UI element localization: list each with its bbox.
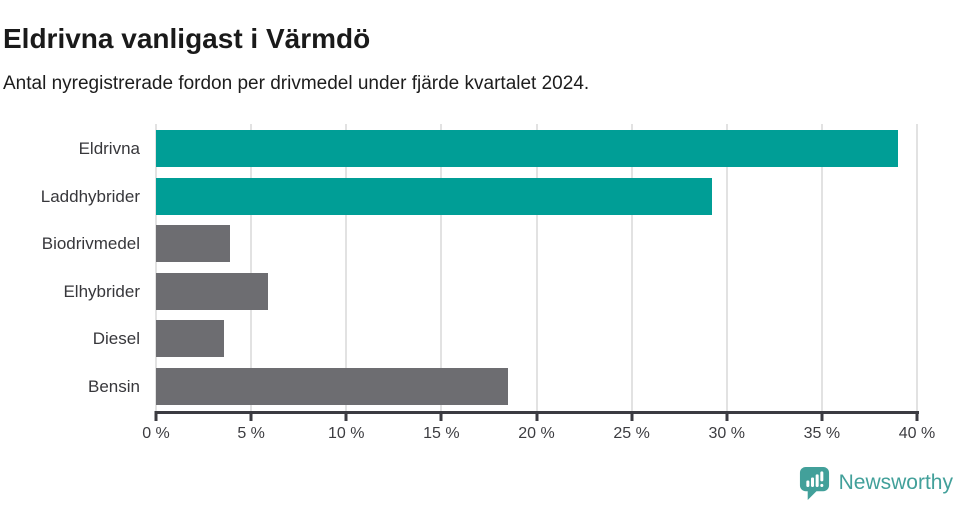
gridline-0 bbox=[155, 124, 157, 412]
tick-mark-5 bbox=[249, 411, 253, 421]
newsworthy-logo[interactable]: Newsworthy bbox=[798, 465, 953, 500]
plot-area bbox=[155, 124, 918, 412]
category-label-eldrivna: Eldrivna bbox=[78, 139, 140, 158]
bar-eldrivna bbox=[156, 130, 898, 167]
bar-bensin bbox=[156, 368, 508, 405]
category-label-biodrivmedel: Biodrivmedel bbox=[41, 234, 140, 254]
bar-biodrivmedel bbox=[156, 225, 231, 263]
tick-mark-0 bbox=[154, 411, 158, 421]
category-label-laddhybrider: Laddhybrider bbox=[40, 186, 140, 206]
gridline-40 bbox=[916, 124, 918, 412]
chart-subtitle: Antal nyregistrerade fordon per drivmede… bbox=[3, 73, 590, 94]
category-label-bensin: Bensin bbox=[88, 377, 140, 396]
gridline-25 bbox=[630, 124, 633, 412]
gridline-35 bbox=[820, 124, 823, 412]
bar-diesel bbox=[156, 320, 225, 358]
chart-title: Eldrivna vanligast i Värmdö bbox=[3, 22, 371, 54]
tick-mark-25 bbox=[630, 411, 634, 421]
tick-label-10: 10 % bbox=[328, 425, 365, 442]
gridline-5 bbox=[250, 124, 253, 412]
tick-mark-30 bbox=[725, 411, 729, 421]
gridline-30 bbox=[725, 124, 728, 412]
tick-mark-20 bbox=[535, 411, 538, 421]
category-label-diesel: Diesel bbox=[92, 329, 140, 349]
x-axis: 0 % 5 % 10 % 15 % 20 % 25 % 30 % 35 % 40 % bbox=[142, 411, 935, 451]
bar-elhybrider bbox=[156, 272, 269, 310]
tick-mark-40 bbox=[915, 411, 919, 421]
tick-label-0: 0 % bbox=[142, 425, 170, 442]
newsworthy-bar-chart-icon bbox=[798, 465, 831, 500]
tick-label-35: 35 % bbox=[803, 425, 841, 442]
tick-label-15: 15 % bbox=[423, 425, 460, 442]
category-label-elhybrider: Elhybrider bbox=[63, 281, 140, 301]
bar-laddhybrider bbox=[156, 177, 712, 215]
tick-label-40: 40 % bbox=[898, 425, 936, 442]
tick-mark-10 bbox=[344, 411, 348, 421]
newsworthy-logo-text: Newsworthy bbox=[838, 470, 953, 494]
tick-label-20: 20 % bbox=[518, 425, 555, 442]
tick-label-30: 30 % bbox=[708, 425, 745, 442]
tick-mark-35 bbox=[820, 411, 824, 421]
tick-mark-15 bbox=[439, 411, 443, 421]
category-axis: Eldrivna Laddhybrider Biodrivmedel Elhybrid… bbox=[0, 124, 148, 412]
gridline-15 bbox=[440, 124, 443, 412]
gridline-20 bbox=[535, 124, 538, 412]
tick-label-5: 5 % bbox=[237, 425, 265, 442]
tick-label-25: 25 % bbox=[613, 425, 650, 442]
gridline-10 bbox=[345, 124, 348, 412]
